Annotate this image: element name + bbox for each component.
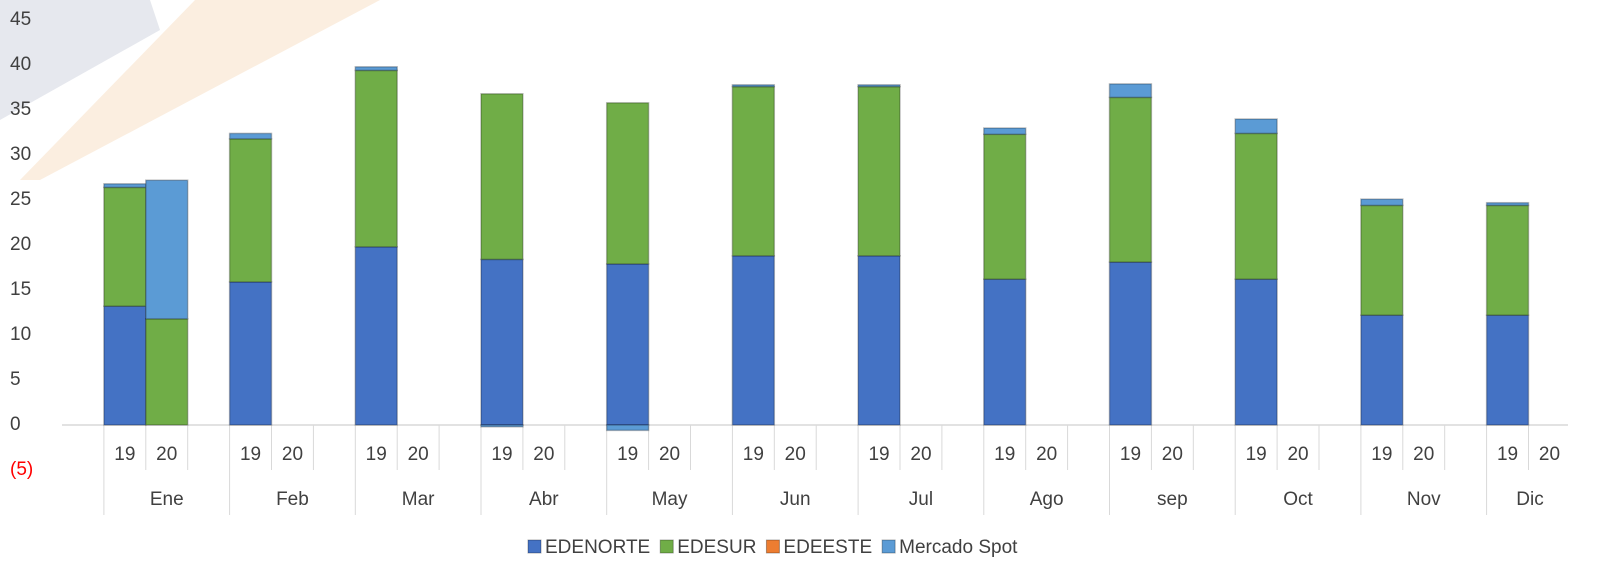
legend-swatch	[765, 539, 780, 554]
bar-segment	[103, 186, 147, 307]
x-group-label: Nov	[1407, 489, 1441, 510]
y-tick-label: (5)	[10, 459, 33, 480]
x-group-label: Oct	[1283, 489, 1313, 510]
x-tick-label: 20	[408, 444, 429, 465]
x-tick-label: 19	[1120, 444, 1141, 465]
legend-swatch	[527, 539, 542, 554]
x-tick-label: 20	[910, 444, 931, 465]
bar-segment	[354, 66, 398, 72]
bar-segment	[1234, 118, 1278, 135]
x-group-label: Mar	[402, 489, 435, 510]
bar-segment	[354, 69, 398, 248]
x-group-label: sep	[1157, 489, 1188, 510]
bar-segment	[857, 255, 901, 426]
x-tick-label: 19	[1371, 444, 1392, 465]
legend-label: EDENORTE	[545, 537, 650, 558]
bar-segment	[228, 281, 273, 426]
y-tick-label: 35	[10, 99, 31, 120]
x-tick-label: 20	[533, 444, 554, 465]
x-tick-label: 19	[994, 444, 1015, 465]
x-group-label: Abr	[529, 489, 559, 510]
bar-segment	[605, 102, 650, 265]
x-tick-label: 19	[366, 444, 387, 465]
x-tick-label: 19	[491, 444, 512, 465]
x-tick-label: 19	[743, 444, 764, 465]
x-group-label: Jul	[909, 489, 933, 510]
x-tick-label: 19	[1246, 444, 1267, 465]
y-tick-label: 30	[10, 144, 31, 165]
x-group-label: Ago	[1030, 489, 1064, 510]
bar-segment	[228, 138, 273, 283]
x-group-label: May	[652, 489, 688, 510]
x-tick-label: 20	[1539, 444, 1560, 465]
x-tick-label: 20	[785, 444, 806, 465]
x-tick-label: 20	[282, 444, 303, 465]
x-group-label: Jun	[780, 489, 811, 510]
y-tick-label: 45	[10, 9, 31, 30]
x-tick-label: 20	[1162, 444, 1183, 465]
bar-segment	[731, 84, 776, 88]
bar-segment	[1234, 278, 1278, 426]
bar-segment	[103, 183, 147, 189]
bar-segment	[857, 85, 901, 257]
y-tick-label: 25	[10, 189, 31, 210]
bar-segment	[1360, 204, 1404, 316]
legend-swatch	[659, 539, 674, 554]
bar-segment	[1234, 132, 1278, 280]
y-tick-label: 40	[10, 54, 31, 75]
background-decoration	[20, 0, 380, 180]
x-tick-label: 20	[156, 444, 177, 465]
x-tick-label: 19	[114, 444, 135, 465]
bar-segment	[145, 179, 189, 320]
bar-segment	[1485, 314, 1530, 426]
bar-segment	[983, 278, 1027, 426]
bar-segment	[480, 93, 524, 261]
bar-segment	[480, 424, 524, 428]
x-tick-label: 19	[1497, 444, 1518, 465]
bar-segment	[1108, 261, 1153, 426]
x-tick-label: 20	[1036, 444, 1057, 465]
bar-segment	[605, 424, 650, 432]
x-group-label: Feb	[276, 489, 309, 510]
x-tick-label: 20	[1413, 444, 1434, 465]
y-tick-label: 0	[10, 414, 21, 435]
bar-segment	[731, 85, 776, 257]
legend-label: EDEESTE	[783, 537, 872, 558]
bar-segment	[1360, 314, 1404, 426]
bar-segment	[1485, 204, 1530, 316]
bar-segment	[857, 84, 901, 88]
background-decoration	[0, 0, 160, 120]
bar-segment	[480, 258, 524, 426]
legend-swatch	[881, 539, 896, 554]
y-tick-label: 20	[10, 234, 31, 255]
x-tick-label: 19	[240, 444, 261, 465]
y-tick-label: 10	[10, 324, 31, 345]
x-tick-label: 20	[1287, 444, 1308, 465]
bar-segment	[354, 246, 398, 426]
bar-segment	[983, 133, 1027, 280]
bar-segment	[1360, 198, 1404, 207]
bar-segment	[605, 263, 650, 426]
x-tick-label: 19	[868, 444, 889, 465]
bar-segment	[1485, 201, 1530, 207]
legend-label: EDESUR	[677, 537, 756, 558]
x-group-label: Ene	[150, 489, 184, 510]
bar-segment	[983, 127, 1027, 136]
x-tick-label: 20	[659, 444, 680, 465]
y-tick-label: 15	[10, 279, 31, 300]
x-group-label: Dic	[1516, 489, 1543, 510]
bar-segment	[228, 132, 273, 140]
bar-segment	[731, 255, 776, 426]
y-tick-label: 5	[10, 369, 21, 390]
x-tick-label: 19	[617, 444, 638, 465]
bar-segment	[145, 318, 189, 426]
bar-segment	[1108, 83, 1153, 99]
bar-segment	[1108, 96, 1153, 263]
bar-segment	[103, 305, 147, 426]
legend-label: Mercado Spot	[899, 537, 1018, 558]
